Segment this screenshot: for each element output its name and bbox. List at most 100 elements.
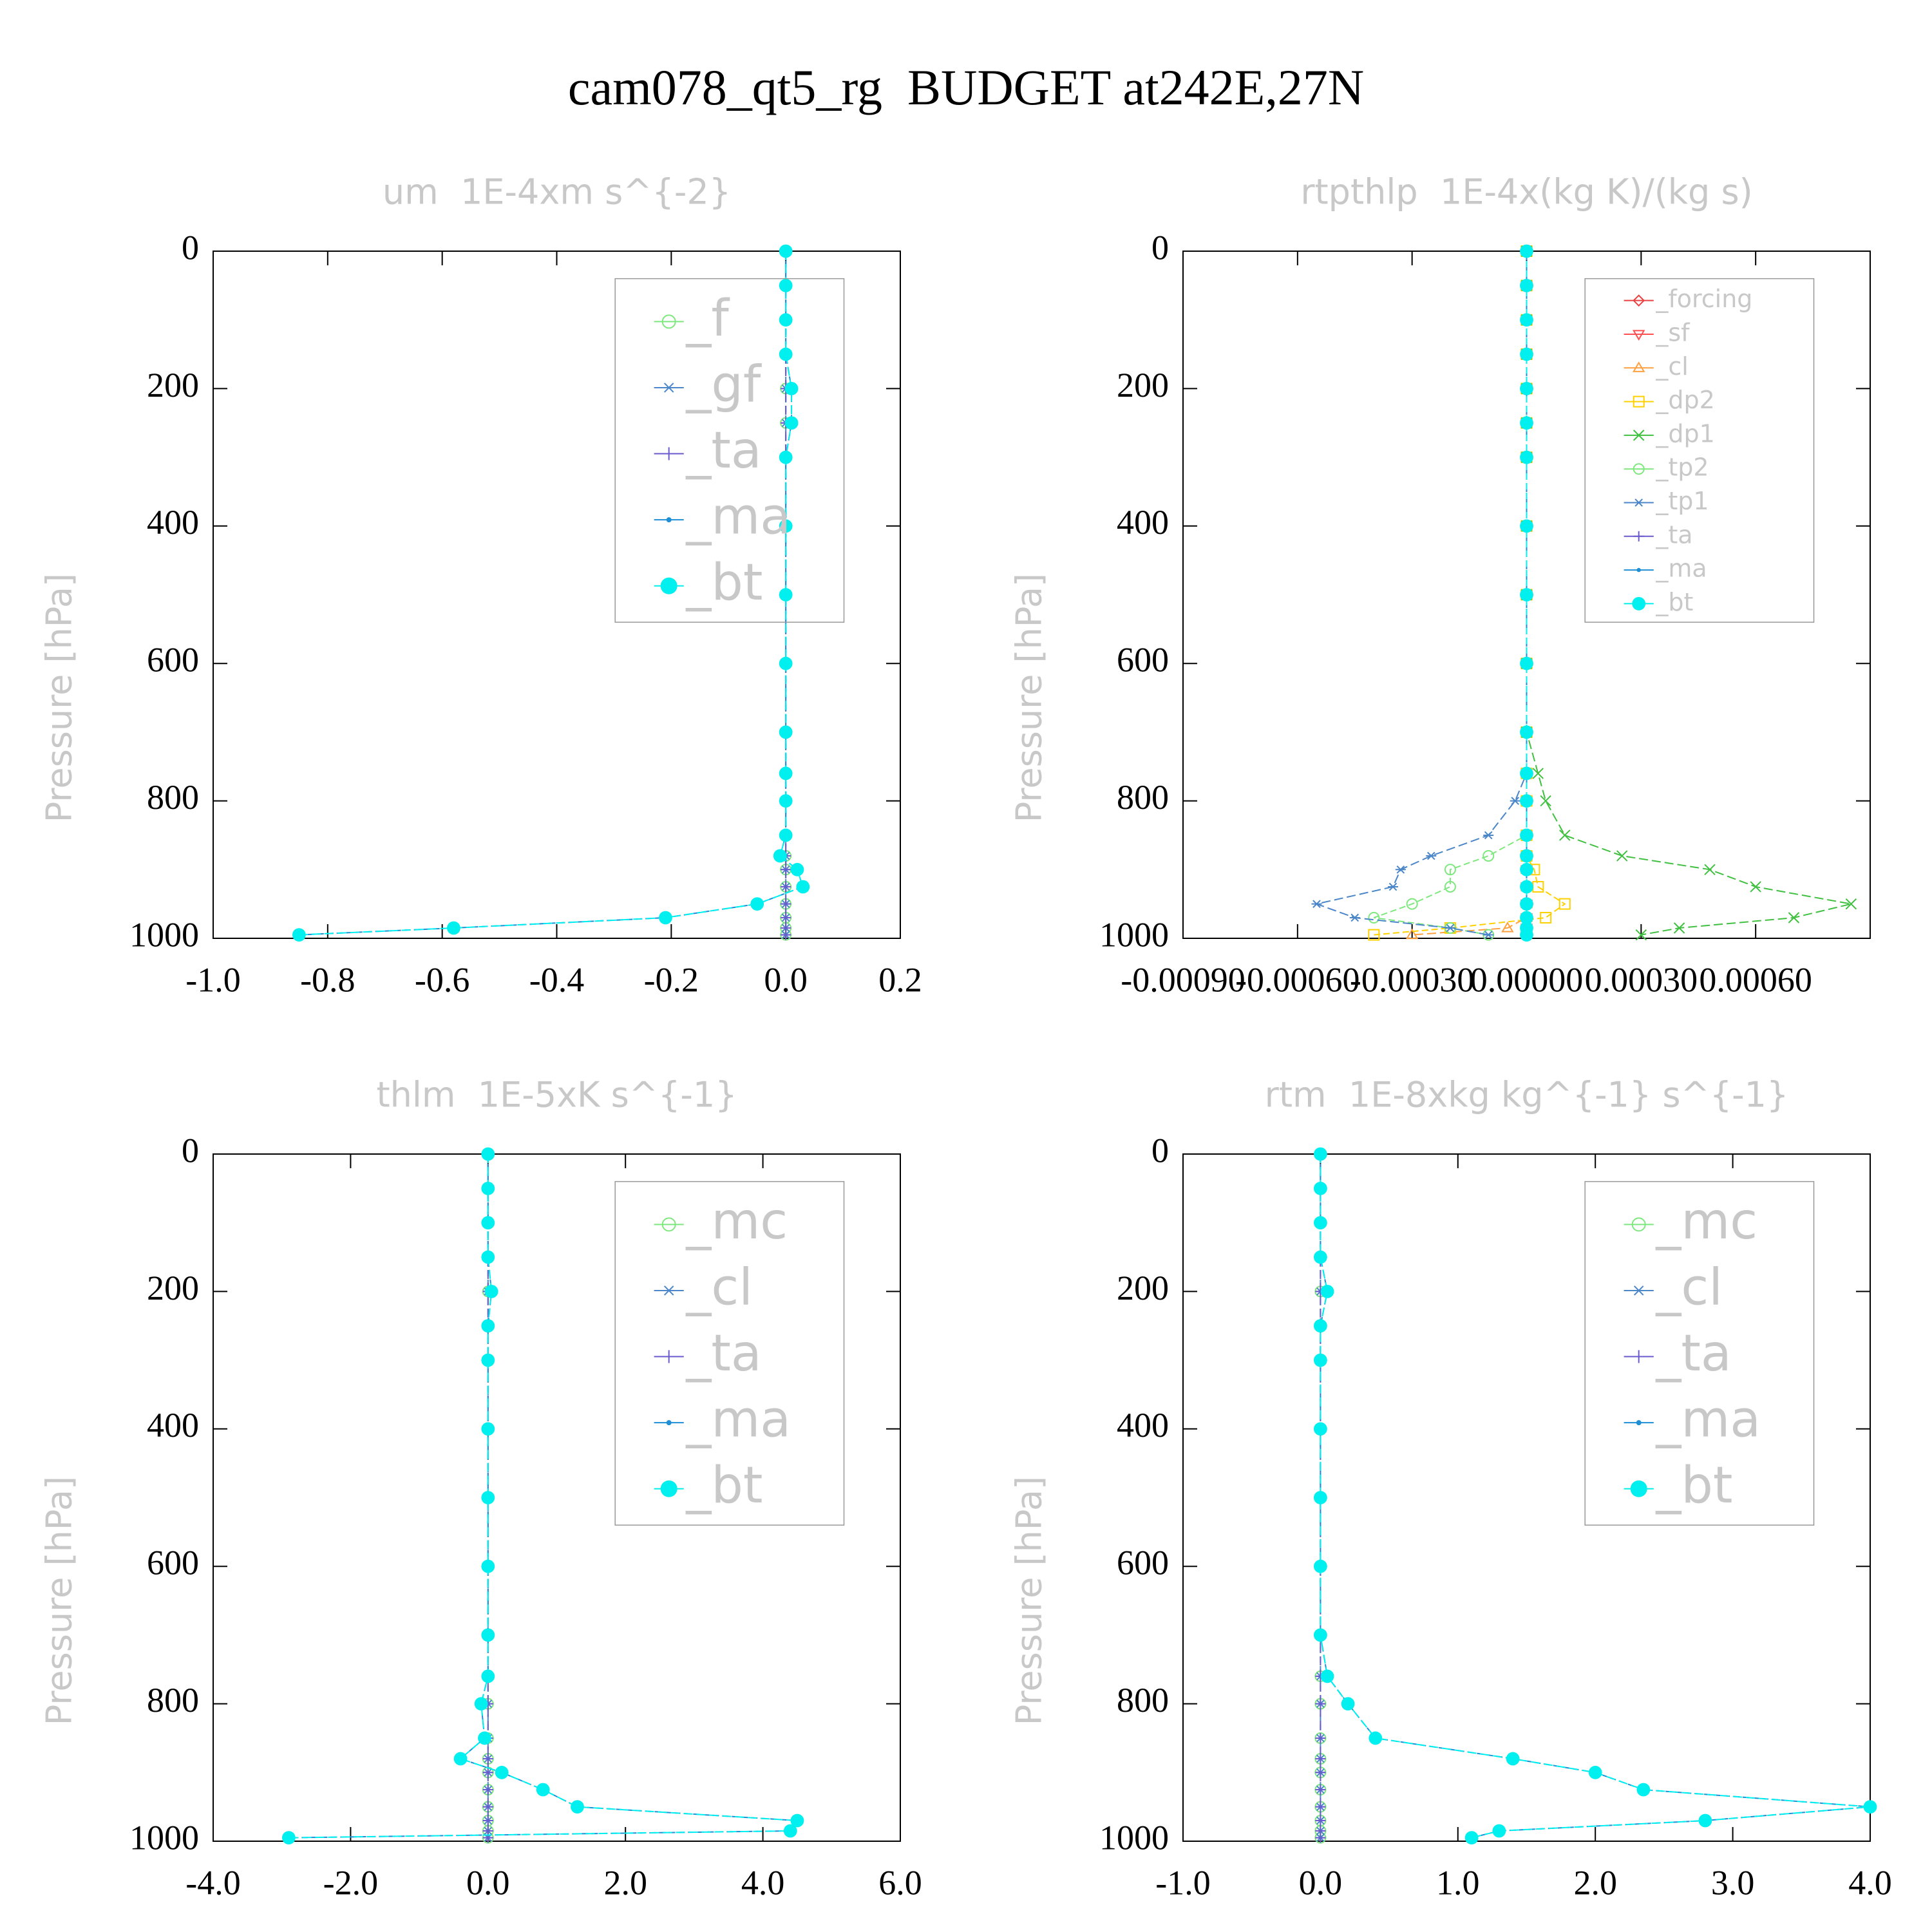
marker — [1633, 395, 1645, 408]
marker — [796, 880, 810, 894]
marker — [781, 898, 791, 909]
marker — [1444, 923, 1455, 933]
marker — [1559, 829, 1571, 841]
x-tick-label: -0.4 — [529, 960, 584, 999]
marker — [773, 849, 787, 863]
panel-title: thlm 1E-5xK s^{-1} — [376, 1075, 737, 1115]
marker — [481, 1559, 495, 1573]
legend-label: _ta — [1655, 520, 1692, 549]
marker — [1368, 1731, 1383, 1745]
marker — [1341, 1697, 1355, 1711]
legend-label: _forcing — [1655, 285, 1752, 313]
marker — [1313, 1628, 1327, 1642]
marker — [1633, 430, 1645, 441]
y-tick-label: 200 — [147, 366, 199, 404]
marker — [1632, 330, 1645, 341]
marker — [779, 766, 793, 781]
panel-title: um 1E-4xm s^{-2} — [383, 172, 731, 213]
x-tick-label: 0.00000 — [1470, 960, 1584, 999]
marker — [281, 1831, 296, 1845]
legend-label: _ma — [1655, 554, 1707, 583]
marker — [660, 577, 677, 594]
series-line — [1314, 251, 1528, 936]
marker — [1315, 1801, 1326, 1812]
y-tick-label: 0 — [182, 1131, 199, 1170]
marker — [1313, 1491, 1327, 1504]
panel: thlm 1E-5xK s^{-1} Pressure [hPa] -4.0 -2.0… — [39, 1075, 922, 1902]
x-tick-label: 0.0 — [764, 960, 808, 999]
x-tick-label: 2.0 — [1573, 1863, 1617, 1902]
marker — [1368, 929, 1380, 941]
legend-label: _dp1 — [1655, 419, 1714, 448]
y-tick-label: 600 — [147, 641, 199, 679]
legend-label: _ta — [1655, 1325, 1731, 1383]
marker — [1704, 864, 1716, 876]
marker — [495, 1765, 509, 1779]
legend-label: _bt — [685, 1457, 762, 1515]
panel-title: rtpthlp 1E-4x(kg K)/(kg s) — [1300, 172, 1752, 213]
series-line — [1412, 251, 1528, 936]
y-tick-label: 0 — [182, 228, 199, 267]
marker — [481, 1250, 495, 1264]
marker — [1520, 725, 1533, 739]
legend-label: _sf — [1655, 318, 1690, 346]
x-tick-label: 0.0 — [1299, 1863, 1343, 1902]
y-tick-label: 400 — [147, 503, 199, 542]
marker — [478, 1731, 491, 1745]
series-line — [1374, 251, 1528, 936]
marker — [666, 517, 672, 523]
x-tick-label: 3.0 — [1711, 1863, 1755, 1902]
legend-label: _ta — [685, 422, 761, 480]
legend: _mc _cl _ta _ma _bt — [1584, 1180, 1815, 1526]
marker — [1632, 597, 1646, 611]
marker — [779, 347, 793, 361]
marker — [1313, 1319, 1327, 1333]
y-axis-label: Pressure [hPa] — [1009, 1476, 1050, 1725]
marker — [481, 1491, 495, 1504]
marker — [1520, 849, 1533, 863]
marker — [1482, 849, 1495, 862]
marker — [790, 1814, 804, 1828]
marker — [1315, 1784, 1326, 1795]
marker — [662, 447, 676, 460]
legend-label: _bt — [685, 554, 762, 612]
legend-label: _dp2 — [1655, 386, 1714, 414]
legend-label: _ma — [1655, 1391, 1761, 1449]
marker — [1520, 794, 1533, 808]
y-tick-label: 200 — [1117, 366, 1169, 404]
marker — [1632, 1350, 1645, 1363]
legend-label: _bt — [1655, 1457, 1732, 1515]
marker — [484, 1285, 498, 1298]
series-line — [1374, 251, 1566, 936]
marker — [1368, 911, 1380, 923]
marker — [1636, 1420, 1642, 1426]
marker — [1520, 450, 1533, 464]
marker — [481, 1181, 495, 1195]
marker — [481, 1216, 495, 1230]
marker — [1492, 1824, 1506, 1838]
y-tick-label: 800 — [1117, 778, 1169, 817]
marker — [481, 1669, 495, 1683]
y-tick-label: 400 — [147, 1406, 199, 1444]
marker — [661, 1217, 676, 1232]
marker — [779, 725, 793, 739]
legend-box — [1584, 278, 1815, 623]
marker — [482, 1815, 493, 1826]
marker — [1633, 463, 1645, 475]
marker — [779, 656, 793, 670]
marker — [1633, 498, 1644, 507]
marker — [784, 416, 799, 430]
marker — [1510, 797, 1520, 805]
marker — [661, 314, 676, 329]
marker — [1315, 1767, 1326, 1778]
marker — [1633, 294, 1645, 307]
marker — [790, 862, 804, 876]
marker — [1520, 347, 1533, 361]
marker — [1698, 1814, 1712, 1828]
y-tick-label: 0 — [1151, 228, 1169, 267]
marker — [1520, 382, 1533, 395]
marker — [1320, 1669, 1334, 1683]
marker — [481, 1628, 495, 1642]
y-tick-label: 200 — [1117, 1269, 1169, 1307]
marker — [781, 881, 791, 892]
